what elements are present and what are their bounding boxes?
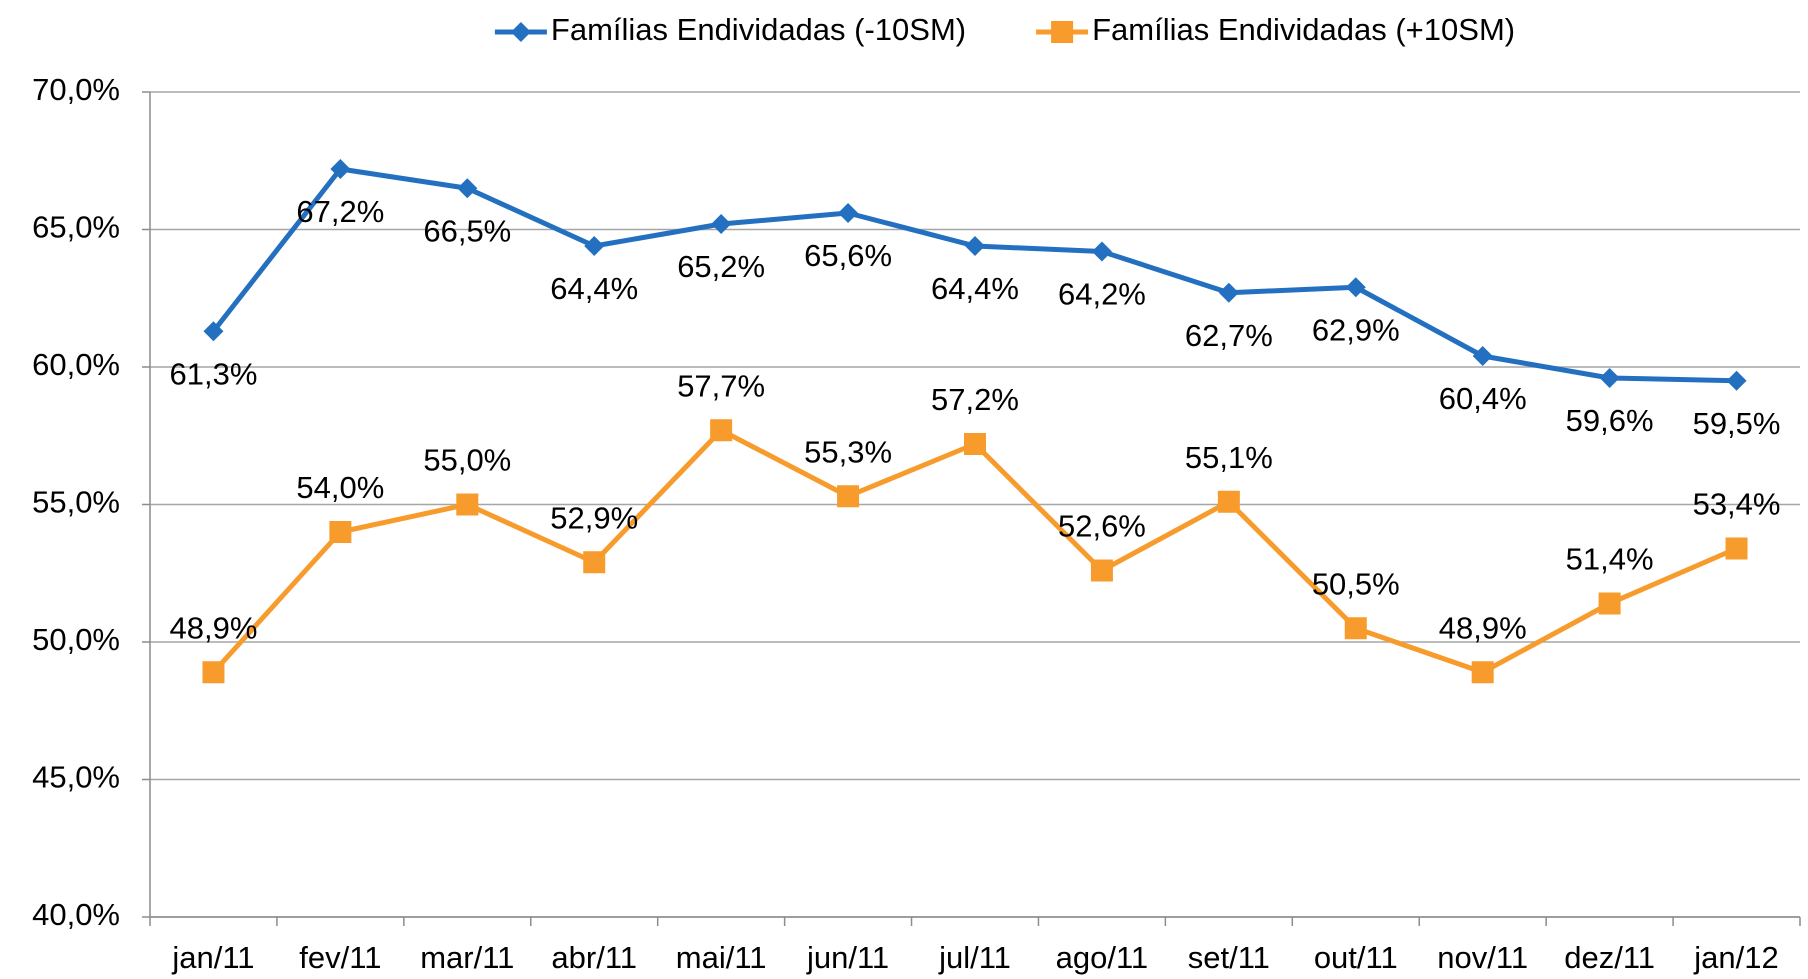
x-tick-label: mai/11 — [676, 940, 767, 975]
data-point — [456, 493, 479, 516]
data-point — [1217, 490, 1240, 513]
data-label: 60,4% — [1439, 381, 1527, 416]
data-point — [203, 321, 224, 342]
data-label: 51,4% — [1566, 542, 1654, 577]
data-point — [1344, 617, 1367, 640]
data-label: 54,0% — [296, 470, 384, 505]
x-tick-label: ago/11 — [1056, 940, 1149, 975]
data-label: 64,4% — [550, 271, 638, 306]
x-tick-label: jun/11 — [806, 940, 889, 975]
data-point — [329, 521, 352, 543]
data-label: 52,6% — [1058, 509, 1146, 544]
data-label: 50,5% — [1312, 566, 1400, 601]
legend-label: Famílias Endividadas (-10SM) — [551, 12, 966, 47]
data-label: 53,4% — [1693, 487, 1781, 522]
y-tick-label: 55,0% — [32, 485, 120, 520]
data-point — [1725, 537, 1748, 560]
data-point — [457, 178, 478, 199]
data-point — [1471, 661, 1494, 684]
x-tick-label: set/11 — [1188, 940, 1270, 975]
legend: Famílias Endividadas (-10SM) Famílias End… — [494, 12, 1515, 47]
data-point — [1598, 592, 1621, 615]
y-tick-label: 50,0% — [32, 622, 120, 657]
data-label: 55,0% — [423, 443, 511, 478]
x-tick-label: out/11 — [1314, 940, 1398, 975]
data-label: 64,2% — [1058, 277, 1146, 312]
data-label: 55,3% — [804, 434, 892, 469]
x-tick-label: mar/11 — [420, 940, 514, 975]
data-label: 48,9% — [1439, 610, 1527, 645]
data-label: 59,6% — [1566, 403, 1654, 438]
legend-marker — [1051, 21, 1074, 43]
x-tick-label: jul/11 — [938, 940, 1011, 975]
y-tick-label: 40,0% — [32, 897, 120, 932]
y-tick-label: 70,0% — [32, 72, 120, 107]
x-tick-label: jan/11 — [171, 940, 254, 975]
data-point — [837, 485, 860, 508]
data-label: 48,9% — [170, 610, 258, 645]
data-point — [711, 214, 732, 234]
x-tick-label: abr/11 — [551, 940, 637, 975]
data-point — [202, 661, 225, 684]
data-point — [1599, 368, 1620, 388]
data-label: 55,1% — [1185, 440, 1273, 475]
x-tick-label: jan/12 — [1693, 940, 1778, 975]
data-point — [1090, 559, 1113, 582]
x-tick-label: fev/11 — [299, 940, 381, 975]
data-point — [1091, 241, 1112, 262]
data-point — [1345, 277, 1366, 298]
data-point — [584, 236, 605, 256]
x-tick-label: nov/11 — [1437, 940, 1528, 975]
data-label: 59,5% — [1693, 406, 1781, 441]
data-point — [710, 419, 733, 442]
data-label: 65,6% — [804, 238, 892, 273]
data-label: 65,2% — [677, 249, 765, 284]
data-label: 64,4% — [931, 271, 1019, 306]
data-label: 52,9% — [550, 500, 638, 535]
data-label: 66,5% — [423, 213, 511, 248]
data-point — [964, 433, 986, 455]
legend-label: Famílias Endividadas (+10SM) — [1092, 12, 1515, 47]
data-label: 61,3% — [170, 356, 258, 391]
data-point — [583, 551, 606, 574]
data-label: 62,7% — [1185, 318, 1273, 353]
y-tick-label: 65,0% — [32, 210, 120, 245]
data-label: 67,2% — [296, 194, 384, 229]
y-tick-label: 45,0% — [32, 760, 120, 795]
x-tick-label: dez/11 — [1564, 940, 1655, 975]
data-point — [838, 203, 859, 223]
legend-marker — [510, 22, 531, 42]
data-point — [965, 236, 985, 256]
data-label: 62,9% — [1312, 312, 1400, 347]
y-tick-label: 60,0% — [32, 347, 120, 382]
data-label: 57,2% — [931, 382, 1019, 417]
data-point — [330, 159, 351, 179]
data-label: 57,7% — [677, 368, 765, 403]
data-point — [1472, 346, 1493, 366]
data-point — [1726, 370, 1747, 391]
data-point — [1218, 282, 1239, 303]
